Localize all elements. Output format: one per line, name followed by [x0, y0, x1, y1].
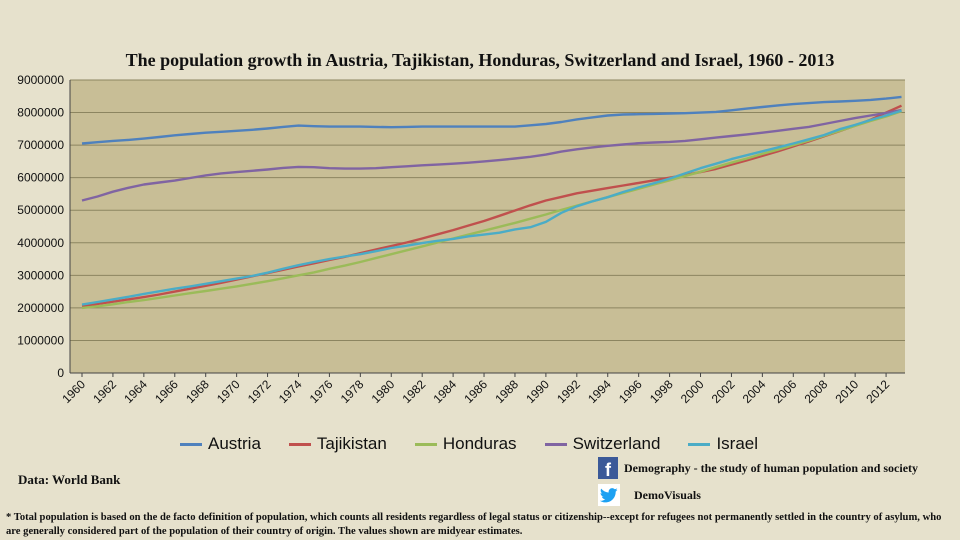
x-tick-label: 1960 — [59, 377, 88, 406]
x-tick-label: 1962 — [90, 377, 119, 406]
legend-swatch — [288, 442, 311, 446]
x-tick-label: 1982 — [400, 377, 429, 406]
facebook-credit[interactable]: f Demography - the study of human popula… — [598, 457, 918, 479]
x-tick-label: 2006 — [771, 377, 800, 406]
x-tick-label: 1968 — [183, 377, 212, 406]
x-tick-label: 2010 — [832, 377, 861, 406]
series-line-austria — [81, 95, 902, 145]
x-tick-label: 1986 — [461, 377, 490, 406]
legend-label: Honduras — [442, 434, 517, 453]
legend-item-switzerland: Switzerland — [544, 434, 661, 454]
chart-title: The population growth in Austria, Tajiki… — [125, 50, 835, 70]
legend-item-austria: Austria — [180, 434, 261, 454]
x-tick-label: 1980 — [369, 377, 398, 406]
x-tick-label: 2004 — [740, 377, 769, 406]
x-tick-label: 2012 — [863, 377, 892, 406]
x-tick-label: 1964 — [121, 377, 150, 406]
x-tick-label: 2008 — [802, 377, 831, 406]
y-tick-label: 9000000 — [17, 73, 64, 87]
series-line-switzerland — [81, 108, 902, 202]
y-tick-label: 3000000 — [17, 268, 64, 282]
x-tick-label: 1966 — [152, 377, 181, 406]
legend-swatch — [180, 442, 202, 446]
x-tick-label: 1976 — [307, 377, 336, 406]
legend-swatch — [688, 442, 711, 446]
chart-legend: Austria Tajikistan Honduras Switzerland Isra… — [180, 434, 780, 454]
x-tick-label: 1972 — [245, 377, 274, 406]
legend-label: Tajikistan — [316, 434, 387, 453]
x-tick-label: 1970 — [214, 377, 243, 406]
data-source: Data: World Bank — [18, 472, 121, 487]
twitter-handle: DemoVisuals — [634, 487, 701, 502]
legend-label: Switzerland — [572, 434, 661, 453]
facebook-page-name: Demography - the study of human populati… — [624, 460, 919, 475]
y-tick-label: 5000000 — [17, 203, 64, 217]
y-tick-label: 7000000 — [17, 138, 64, 152]
y-tick-label: 4000000 — [17, 236, 64, 250]
y-tick-label: 0 — [57, 366, 64, 380]
x-tick-label: 1990 — [523, 377, 552, 406]
x-tick-label: 2002 — [709, 377, 738, 406]
series-line-honduras — [81, 110, 902, 310]
x-tick-label: 1998 — [647, 377, 676, 406]
y-tick-label: 8000000 — [17, 106, 64, 120]
x-tick-label: 1978 — [338, 377, 367, 406]
x-tick-label: 1974 — [276, 377, 305, 406]
legend-item-israel: Israel — [688, 434, 758, 454]
facebook-icon: f — [598, 457, 618, 479]
legend-label: Israel — [716, 434, 759, 453]
x-tick-label: 1992 — [554, 377, 583, 406]
series-line-israel — [81, 109, 902, 306]
y-tick-label: 1000000 — [17, 333, 64, 347]
legend-item-tajikistan: Tajikistan — [288, 434, 387, 454]
x-tick-label: 1996 — [616, 377, 645, 406]
x-tick-label: 1988 — [492, 377, 521, 406]
twitter-icon — [598, 484, 620, 506]
legend-item-honduras: Honduras — [414, 434, 517, 454]
x-tick-label: 2000 — [678, 377, 707, 406]
y-tick-label: 2000000 — [17, 301, 64, 315]
x-tick-label: 1994 — [585, 377, 614, 406]
plot-area — [70, 80, 905, 373]
twitter-credit[interactable]: DemoVisuals — [598, 484, 701, 506]
footnote: * Total population is based on the de fa… — [6, 512, 942, 537]
legend-swatch — [544, 442, 567, 446]
series-line-tajikistan — [81, 104, 902, 308]
y-tick-label: 6000000 — [17, 171, 64, 185]
legend-label: Austria — [208, 434, 261, 453]
x-tick-label: 1984 — [430, 377, 459, 406]
legend-swatch — [414, 442, 437, 446]
